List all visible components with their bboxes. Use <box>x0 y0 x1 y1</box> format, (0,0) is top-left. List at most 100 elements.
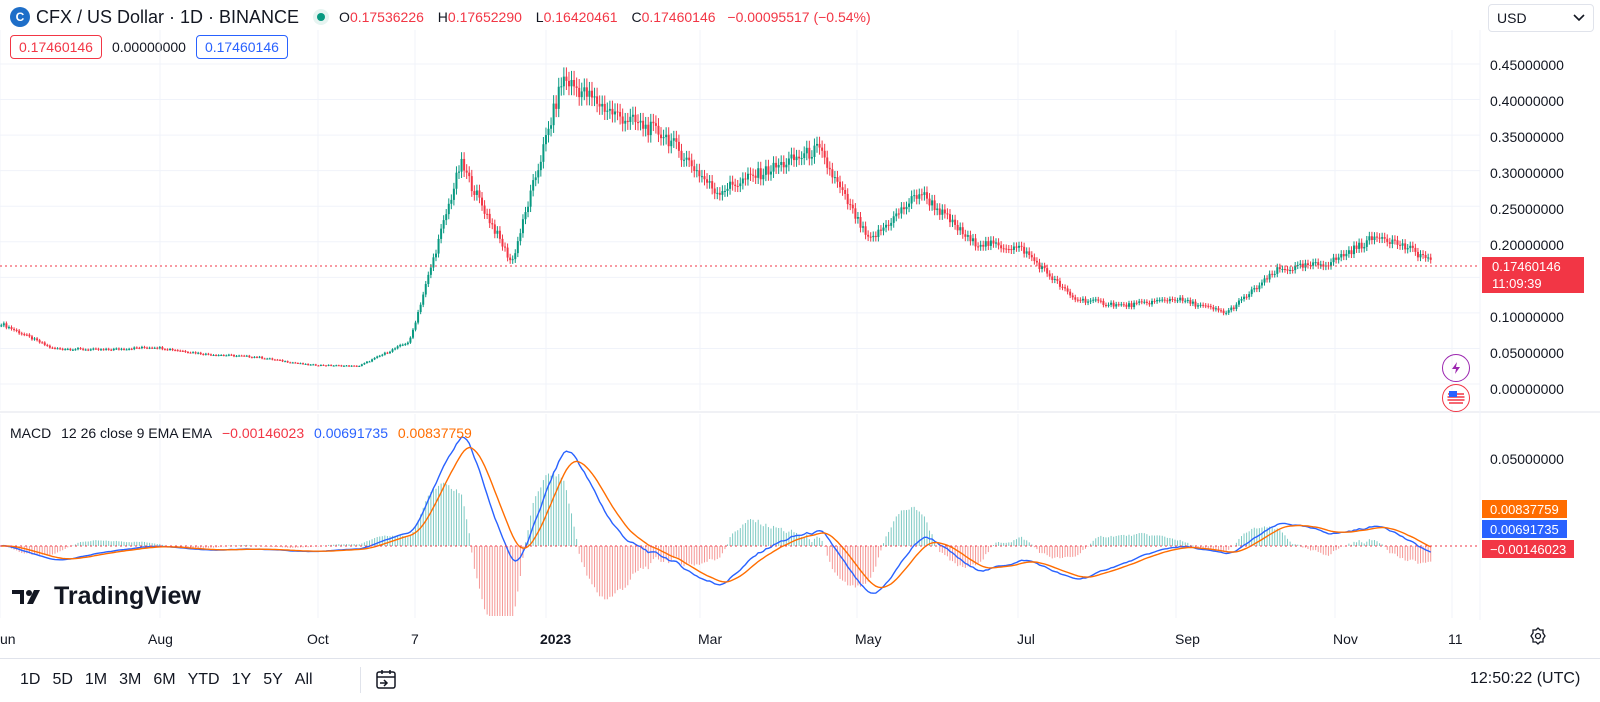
candle-body <box>1355 245 1358 249</box>
candle-body <box>102 349 105 351</box>
candle-body <box>943 209 946 214</box>
candle-body <box>429 267 432 275</box>
candle-body <box>851 204 854 209</box>
price-tick: 0.25000000 <box>1490 201 1564 217</box>
candle-body <box>769 171 772 175</box>
candle-body <box>552 103 555 126</box>
candle-body <box>266 358 269 360</box>
candle-body <box>215 354 218 356</box>
tradingview-logo[interactable]: TradingView <box>12 582 201 611</box>
range-6m-button[interactable]: 6M <box>153 671 176 688</box>
candle-body <box>1337 257 1340 260</box>
candle-body <box>877 229 880 238</box>
candle-body <box>358 365 361 367</box>
market-status-icon[interactable] <box>317 13 326 21</box>
candle-body <box>613 111 616 115</box>
candle-body <box>695 170 698 172</box>
candle-body <box>1066 288 1069 292</box>
candle-body <box>0 325 3 327</box>
candle-body <box>1373 236 1376 241</box>
candle-body <box>186 351 189 353</box>
candle-body <box>447 203 450 215</box>
candle-body <box>1404 243 1407 250</box>
macd-legend[interactable]: MACD 12 26 close 9 EMA EMA −0.00146023 0… <box>10 425 478 441</box>
candle-body <box>739 183 742 187</box>
candle-body <box>1204 305 1207 307</box>
candle-body <box>92 348 95 350</box>
candlestick-series <box>0 67 1432 368</box>
candle-body <box>856 217 859 219</box>
candle-body <box>519 233 522 242</box>
time-tick: Mar <box>698 631 723 647</box>
candle-body <box>330 364 333 366</box>
settings-icon[interactable] <box>1529 627 1547 650</box>
us-flag-icon[interactable] <box>1442 384 1470 412</box>
candle-body <box>1104 304 1107 306</box>
ask-price-box[interactable]: 0.17460146 <box>195 35 288 59</box>
price-axis[interactable]: 0.45000000 0.40000000 0.35000000 0.30000… <box>1490 0 1600 410</box>
range-5y-button[interactable]: 5Y <box>263 671 283 688</box>
symbol-title[interactable]: CFX / US Dollar · 1D · BINANCE <box>36 6 300 27</box>
range-ytd-button[interactable]: YTD <box>187 671 220 688</box>
candle-body <box>419 304 422 313</box>
candle-body <box>286 361 289 363</box>
candle-body <box>905 206 908 210</box>
candle-body <box>708 181 711 183</box>
candle-body <box>1276 267 1279 274</box>
candle-body <box>1179 297 1182 301</box>
candle-body <box>629 116 632 123</box>
candle-body <box>544 135 547 145</box>
candle-body <box>1064 287 1067 289</box>
range-1d-button[interactable]: 1D <box>20 671 41 688</box>
range-1m-button[interactable]: 1M <box>84 671 108 688</box>
candle-body <box>79 348 82 350</box>
signal-line <box>1 446 1432 589</box>
candle-body <box>1225 312 1228 314</box>
candle-body <box>133 347 136 350</box>
candle-body <box>365 361 368 364</box>
candle-body <box>222 355 225 357</box>
candle-body <box>895 213 898 217</box>
candle-body <box>276 359 279 361</box>
range-all-button[interactable]: All <box>294 671 313 688</box>
lightning-icon[interactable] <box>1442 354 1470 382</box>
goto-date-icon[interactable] <box>374 669 398 696</box>
candle-body <box>1071 295 1074 298</box>
candle-body <box>1168 299 1171 302</box>
candle-body <box>1429 257 1432 260</box>
candle-body <box>713 188 716 194</box>
candle-body <box>879 229 882 231</box>
candle-body <box>33 338 36 340</box>
bid-price-box[interactable]: 0.17460146 <box>10 35 102 59</box>
range-1y-button[interactable]: 1Y <box>231 671 252 688</box>
candle-body <box>204 353 207 355</box>
candle-body <box>665 134 668 138</box>
candle-body <box>1107 304 1110 306</box>
candle-body <box>603 103 606 112</box>
candle-body <box>396 346 399 349</box>
candle-body <box>225 355 228 357</box>
time-axis[interactable]: un Aug Oct 7 2023 Mar May Jul Sep Nov 11 <box>0 620 1480 650</box>
range-5d-button[interactable]: 5D <box>52 671 73 688</box>
candle-body <box>250 357 253 359</box>
chart-canvas[interactable] <box>0 30 1600 620</box>
utc-clock[interactable]: 12:50:22 (UTC) <box>1470 670 1581 687</box>
candle-body <box>892 216 895 223</box>
range-3m-button[interactable]: 3M <box>119 671 142 688</box>
candle-body <box>688 157 691 161</box>
candle-body <box>1094 299 1097 301</box>
candle-body <box>672 138 675 141</box>
candle-body <box>757 168 760 178</box>
candle-body <box>107 348 110 350</box>
candle-body <box>43 342 46 345</box>
candle-body <box>1115 304 1118 307</box>
candle-body <box>135 347 138 349</box>
candle-body <box>1058 280 1061 287</box>
currency-select[interactable]: USD <box>1488 4 1594 32</box>
candle-body <box>974 238 977 247</box>
candle-body <box>677 141 680 151</box>
candle-body <box>304 363 307 365</box>
candle-body <box>941 209 944 215</box>
candle-body <box>1386 238 1389 243</box>
candle-body <box>1245 296 1248 298</box>
